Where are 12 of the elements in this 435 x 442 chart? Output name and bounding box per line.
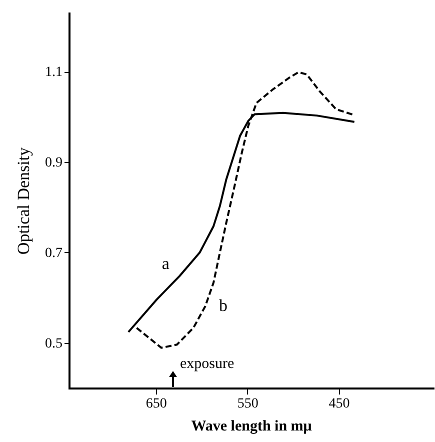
series-label: b — [219, 296, 228, 316]
series-label: a — [162, 254, 170, 273]
y-axis-title: Optical Density — [14, 146, 33, 255]
x-axis-title: Wave length in mμ — [191, 418, 312, 434]
y-tick-label: 1.1 — [45, 65, 62, 80]
annotation: exposure — [180, 356, 234, 373]
y-tick-label: 0.9 — [45, 156, 62, 171]
x-tick-label: 550 — [237, 396, 258, 412]
y-tick-label: 0.5 — [45, 336, 62, 352]
y-tick-label: 0.7 — [45, 246, 62, 261]
x-tick-label: 450 — [328, 396, 350, 412]
x-tick-label: 650 — [146, 396, 167, 412]
